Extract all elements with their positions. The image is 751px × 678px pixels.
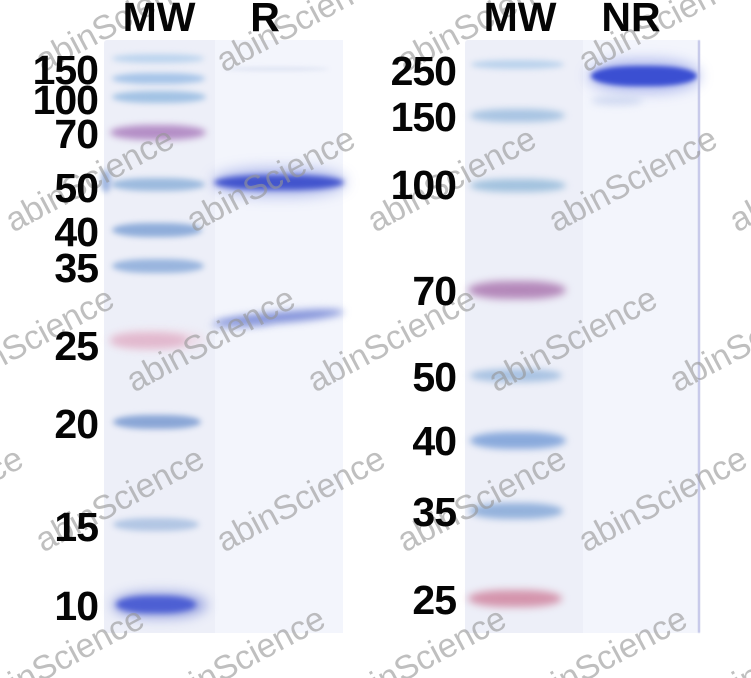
marker-band-150 bbox=[470, 109, 565, 122]
marker-band-10 bbox=[116, 596, 196, 613]
mw-label-reduced-15: 15 bbox=[54, 504, 99, 550]
sample-faint-top-band bbox=[224, 67, 329, 71]
mw-label-non-reduced-50: 50 bbox=[412, 354, 457, 400]
mw-label-non-reduced-150: 150 bbox=[390, 94, 457, 140]
sample-under-smear bbox=[591, 96, 643, 105]
marker-band-25 bbox=[110, 333, 188, 348]
marker-band-50 bbox=[470, 369, 562, 382]
gel-edge-blob bbox=[101, 170, 111, 192]
marker-band-25 bbox=[468, 590, 562, 607]
mw-label-reduced-10: 10 bbox=[54, 583, 99, 629]
marker-band-250 bbox=[471, 60, 564, 69]
mw-label-reduced-100: 100 bbox=[32, 77, 99, 123]
lane-header-non-reduced-mw: MW bbox=[483, 0, 557, 40]
mw-label-non-reduced-40: 40 bbox=[412, 418, 457, 464]
marker-band-35 bbox=[469, 503, 563, 519]
lane-header-reduced-mw: MW bbox=[122, 0, 196, 40]
sample-intact-igg-band bbox=[591, 66, 697, 86]
watermark-text: abinScience bbox=[693, 599, 751, 678]
gel-panel-non-reduced bbox=[465, 40, 700, 633]
gel-panel-reduced bbox=[101, 40, 346, 633]
mw-label-non-reduced-250: 250 bbox=[390, 48, 457, 94]
lane-header-non-reduced-nr: NR bbox=[601, 0, 661, 40]
marker-band-50 bbox=[111, 178, 205, 191]
marker-band-20 bbox=[113, 415, 201, 429]
watermark-text: abinScience bbox=[723, 119, 751, 240]
marker-band-40 bbox=[112, 223, 202, 237]
sample-lane-reduced bbox=[215, 40, 343, 633]
sample-heavy-chain-band bbox=[214, 175, 344, 190]
mw-label-reduced-35: 35 bbox=[54, 245, 99, 291]
sample-lane-non-reduced bbox=[583, 40, 700, 633]
marker-band-top bbox=[112, 54, 204, 63]
gel-right-edge-line bbox=[698, 40, 700, 633]
mw-label-non-reduced-70: 70 bbox=[412, 268, 457, 314]
marker-band-100 bbox=[112, 91, 206, 103]
mw-label-reduced-50: 50 bbox=[54, 165, 99, 211]
mw-label-non-reduced-100: 100 bbox=[390, 162, 457, 208]
mw-label-non-reduced-35: 35 bbox=[412, 489, 457, 535]
marker-band-35 bbox=[112, 259, 204, 273]
mw-label-non-reduced-25: 25 bbox=[412, 577, 457, 623]
marker-band-70 bbox=[110, 125, 206, 140]
mw-label-reduced-40: 40 bbox=[54, 209, 99, 255]
marker-band-100 bbox=[470, 179, 566, 192]
mw-label-reduced-20: 20 bbox=[54, 401, 99, 447]
mw-label-reduced-70: 70 bbox=[54, 111, 99, 157]
mw-label-reduced-150: 150 bbox=[32, 47, 99, 93]
mw-label-reduced-25: 25 bbox=[54, 323, 99, 369]
lane-header-reduced-r: R bbox=[250, 0, 280, 40]
marker-band-70 bbox=[468, 281, 566, 299]
marker-band-15 bbox=[113, 518, 199, 531]
marker-band-40 bbox=[470, 432, 566, 449]
marker-band-150 bbox=[112, 73, 205, 84]
